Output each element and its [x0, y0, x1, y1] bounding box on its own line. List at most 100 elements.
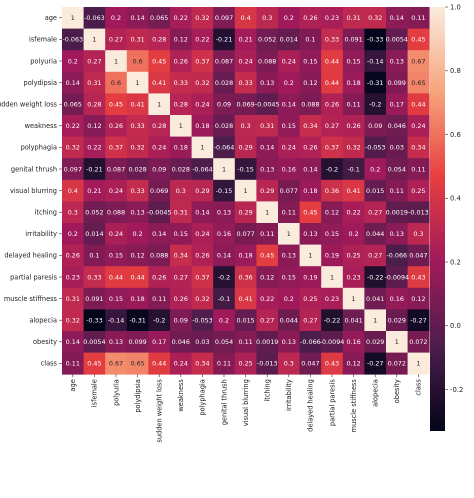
cell-value-label: 0.26 [174, 57, 188, 65]
cell-value-label: 0.2 [133, 230, 143, 238]
cell-value-label: 0.44 [325, 57, 339, 65]
cell-value-label: 0.029 [388, 317, 406, 325]
cell-value-label: -0.2 [153, 317, 165, 325]
cell-value-label: 0.3 [413, 230, 423, 238]
cell-value-label: 0.16 [390, 295, 404, 303]
heatmap-cell [234, 352, 257, 375]
cell-value-label: 0.014 [85, 230, 103, 238]
cell-value-label: 0.18 [195, 122, 209, 130]
heatmap-cell [126, 331, 149, 353]
cell-value-label: 0.088 [107, 209, 125, 217]
cell-value-label: 0.16 [346, 338, 360, 346]
cell-value-label: 0.065 [64, 101, 82, 109]
heatmap-cell [299, 266, 322, 289]
cell-value-label: 0.14 [130, 14, 144, 22]
heatmap-cell [342, 309, 365, 332]
heatmap-cell [256, 331, 279, 353]
heatmap-cell [148, 158, 171, 181]
cell-value-label: 0.044 [366, 230, 384, 238]
heatmap-cell [62, 71, 84, 94]
x-tick-label: itching [264, 379, 272, 401]
cell-value-label: 0.24 [174, 360, 188, 368]
cell-value-label: 1 [92, 36, 96, 44]
heatmap-cell [83, 93, 106, 116]
heatmap-cell [126, 28, 149, 51]
cell-value-label: 1 [157, 101, 161, 109]
heatmap-cell [278, 266, 300, 289]
heatmap-cell [407, 201, 430, 224]
heatmap-cell [83, 352, 106, 375]
cell-value-label: 0.21 [87, 187, 101, 195]
heatmap-cell [299, 28, 322, 51]
cell-value-label: 0.36 [325, 187, 339, 195]
heatmap-cell [170, 115, 192, 137]
heatmap-cell [213, 179, 236, 202]
y-tick-label: genital thrush [11, 165, 57, 173]
cell-value-label: 0.14 [152, 230, 166, 238]
cell-value-label: -0.063 [62, 36, 83, 44]
cell-value-label: 0.44 [109, 273, 123, 281]
heatmap-cell [170, 28, 192, 51]
cell-value-label: 0.34 [174, 252, 188, 260]
heatmap-cell [386, 309, 408, 332]
x-tick-label: visual blurring [242, 379, 250, 426]
cell-value-label: 0.26 [346, 122, 360, 130]
cell-value-label: 0.12 [325, 209, 339, 217]
heatmap-cell [342, 93, 365, 116]
x-tick-label: age [69, 379, 77, 391]
cell-value-label: 0.077 [280, 187, 298, 195]
cell-value-label: 0.26 [66, 252, 80, 260]
y-tick-label: weakness [25, 122, 58, 130]
heatmap-cell [83, 287, 106, 310]
cell-value-label: 0.44 [325, 79, 339, 87]
cell-value-label: -0.064 [192, 165, 213, 173]
cell-value-label: 0.26 [303, 144, 317, 152]
heatmap-cell [213, 50, 236, 73]
heatmap-cell [148, 71, 171, 94]
cell-value-label: 0.34 [411, 144, 425, 152]
heatmap-cell [191, 93, 214, 116]
heatmap-cell [170, 158, 192, 181]
x-tick-label: alopecia [372, 379, 380, 407]
heatmap-cell [342, 331, 365, 353]
heatmap-cell [105, 136, 128, 159]
cell-value-label: 0.32 [346, 144, 360, 152]
heatmap-cell [386, 287, 408, 310]
cell-value-label: 0.27 [174, 273, 188, 281]
heatmap-cell [342, 28, 365, 51]
heatmap-cell [256, 71, 279, 94]
cell-value-label: 0.34 [303, 122, 317, 130]
heatmap-cell [342, 71, 365, 94]
heatmap-cell [105, 179, 128, 202]
cell-value-label: 0.19 [303, 273, 317, 281]
cell-value-label: 0.16 [217, 230, 231, 238]
cell-value-label: 0.27 [109, 36, 123, 44]
cell-value-label: 0.14 [282, 101, 296, 109]
cell-value-label: 0.15 [346, 57, 360, 65]
cell-value-label: -0.21 [86, 165, 103, 173]
cell-value-label: 0.15 [282, 273, 296, 281]
cell-value-label: -0.053 [365, 144, 386, 152]
heatmap-cell [105, 223, 128, 245]
heatmap-cell [234, 309, 257, 332]
cell-value-label: 0.11 [66, 360, 80, 368]
heatmap-cell [278, 93, 300, 116]
heatmap-cell [83, 115, 106, 137]
x-tick-label: polyphagia [199, 379, 207, 415]
cell-value-label: 0.091 [85, 295, 103, 303]
cell-value-label: 0.2 [68, 230, 78, 238]
y-tick-label: alopecia [29, 317, 57, 325]
x-tick-label: muscle stiffness [350, 379, 358, 433]
heatmap-cell [299, 50, 322, 73]
heatmap-cell [148, 331, 171, 353]
heatmap-cell [213, 309, 236, 332]
cell-value-label: 0.14 [390, 14, 404, 22]
cell-value-label: -0.064 [214, 144, 235, 152]
cell-value-label: -0.1 [218, 295, 230, 303]
heatmap-cell [234, 201, 257, 224]
cell-value-label: 0.12 [260, 273, 274, 281]
heatmap-cell [278, 179, 300, 202]
cell-value-label: 0.26 [325, 101, 339, 109]
heatmap-cell [256, 179, 279, 202]
cell-value-label: 0.046 [172, 338, 190, 346]
